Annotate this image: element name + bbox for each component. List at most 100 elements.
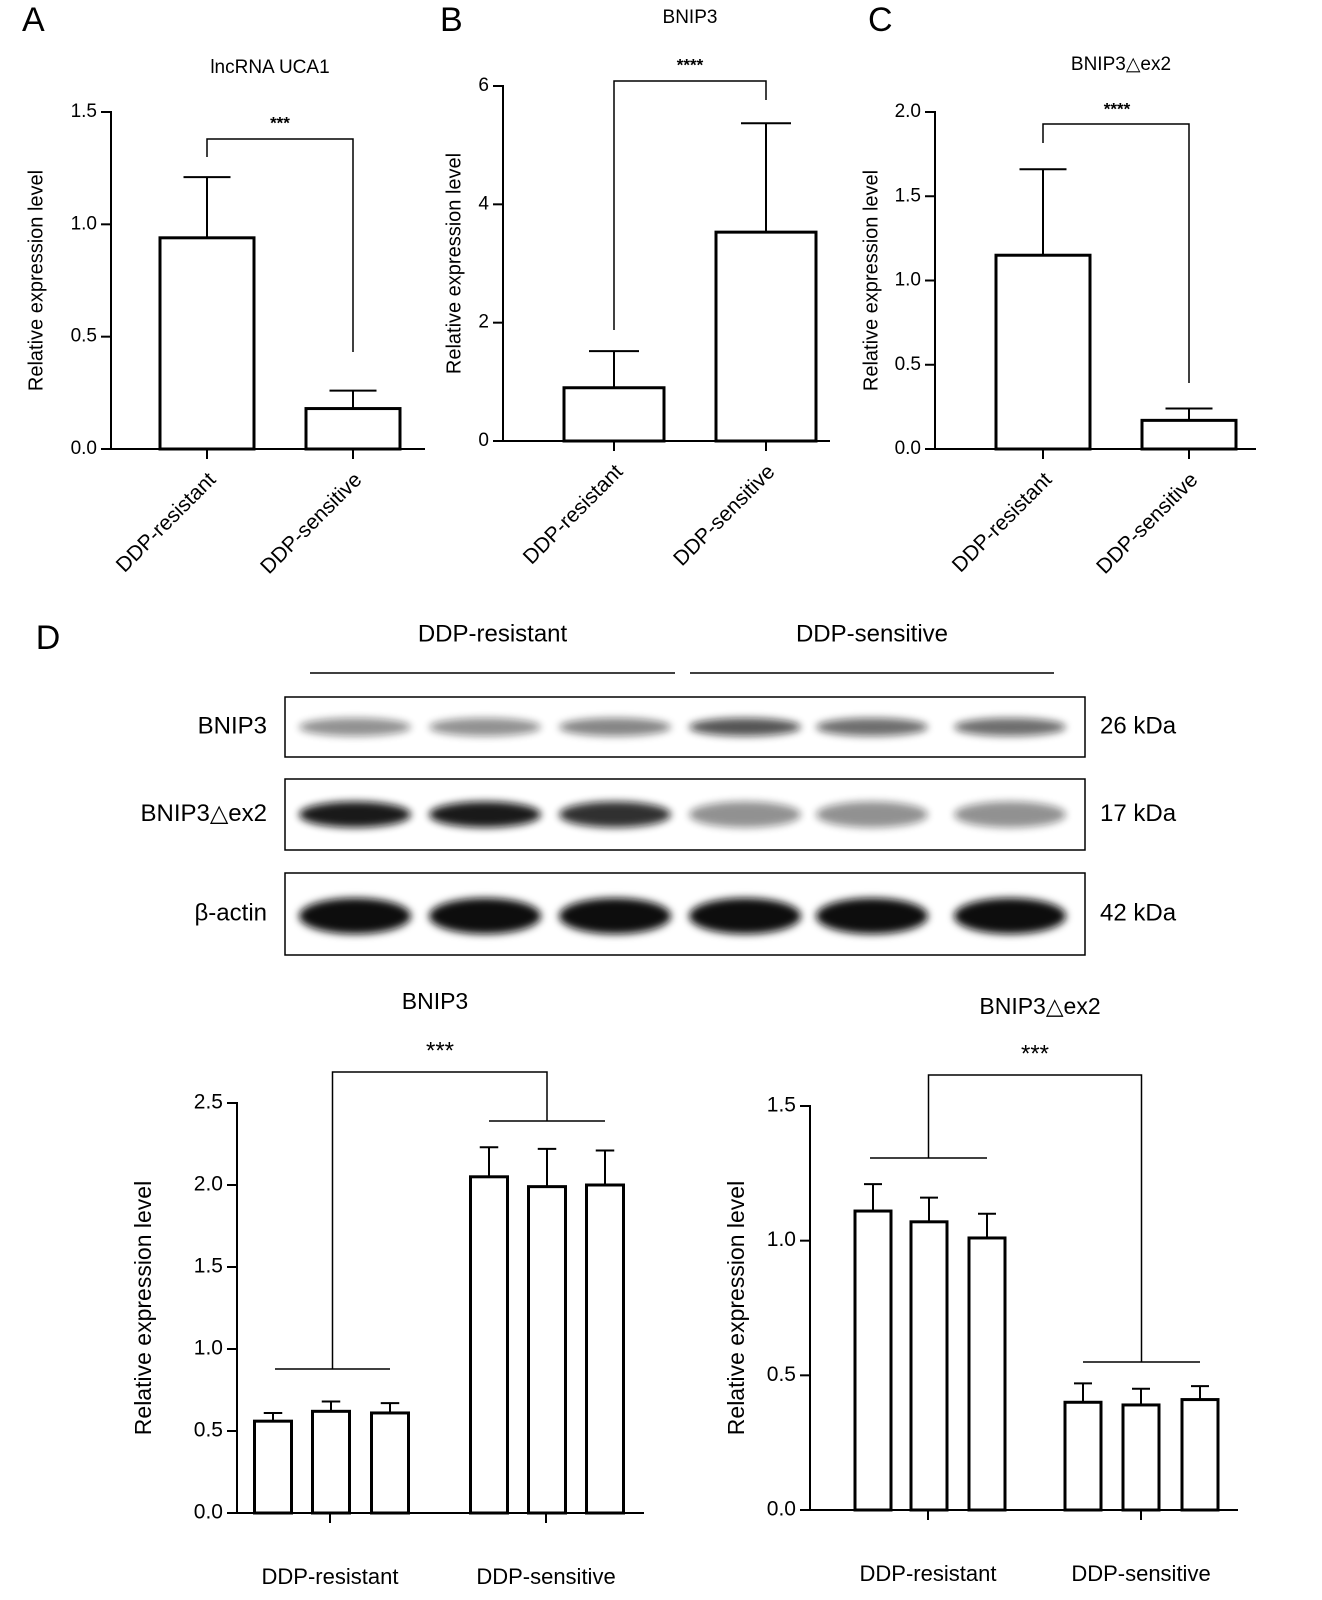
y-tick-label: 0.5 — [71, 326, 97, 347]
blot-band — [559, 898, 671, 934]
x-tick-label: DDP-sensitive — [256, 468, 366, 578]
bar — [994, 253, 1092, 451]
blot-group-label: DDP-resistant — [418, 620, 568, 647]
significance-bracket — [1042, 123, 1190, 383]
significance-label: *** — [426, 1037, 454, 1064]
x-tick-label: DDP-resistant — [112, 468, 221, 577]
blot-band — [299, 801, 411, 828]
panel-letter: C — [868, 1, 893, 39]
blot-band — [689, 801, 801, 828]
blot-band — [689, 718, 801, 736]
y-tick-label: 2 — [478, 312, 489, 333]
y-tick-label: 0.0 — [895, 438, 921, 459]
group-label: DDP-resistant — [262, 1564, 399, 1589]
blot-size-label: 17 kDa — [1100, 800, 1177, 827]
significance-label: **** — [1104, 99, 1131, 118]
y-axis-label: Relative expression level — [443, 153, 465, 374]
y-tick-label: 0.5 — [767, 1363, 796, 1386]
significance-label: *** — [270, 113, 290, 132]
y-tick-label: 0.0 — [767, 1498, 796, 1521]
bar — [158, 236, 256, 451]
significance-bracket — [206, 138, 354, 352]
chart-title: BNIP3△ex2 — [979, 993, 1100, 1019]
blot-band — [954, 718, 1066, 736]
bar — [527, 1185, 567, 1515]
blot-row-label: BNIP3△ex2 — [140, 800, 267, 827]
blot-band — [429, 801, 541, 828]
panel-letter: D — [36, 619, 61, 657]
group-label: DDP-sensitive — [1071, 1561, 1210, 1586]
blot-band — [429, 898, 541, 934]
bar — [909, 1220, 949, 1512]
blot-band — [559, 801, 671, 828]
y-tick-label: 1.5 — [767, 1094, 796, 1117]
x-tick-label: DDP-sensitive — [669, 460, 779, 570]
panel-letter: B — [440, 1, 463, 39]
y-tick-label: 1.5 — [194, 1255, 223, 1278]
bar — [1121, 1403, 1161, 1512]
bar — [585, 1183, 625, 1515]
y-tick-label: 2.0 — [194, 1173, 223, 1196]
blot-row-label: BNIP3 — [198, 712, 267, 739]
y-tick-label: 2.0 — [895, 101, 921, 122]
y-tick-label: 0 — [478, 430, 489, 451]
bar — [967, 1236, 1007, 1512]
y-axis-label: Relative expression level — [25, 170, 47, 391]
significance-bracket — [927, 1074, 1143, 1362]
y-tick-label: 0.0 — [194, 1501, 223, 1524]
bar — [1180, 1398, 1220, 1512]
blot-band — [954, 898, 1066, 934]
bar — [304, 407, 402, 451]
blot-size-label: 26 kDa — [1100, 712, 1177, 739]
x-tick-label: DDP-sensitive — [1092, 468, 1202, 578]
y-axis-label: Relative expression level — [723, 1181, 749, 1435]
y-tick-label: 0.0 — [71, 438, 97, 459]
group-label: DDP-sensitive — [476, 1564, 615, 1589]
y-tick-label: 1.5 — [71, 101, 97, 122]
blot-size-label: 42 kDa — [1100, 899, 1177, 926]
significance-label: *** — [1021, 1040, 1049, 1067]
blot-strip — [284, 696, 1086, 758]
y-tick-label: 2.5 — [194, 1091, 223, 1114]
chart-title: lncRNA UCA1 — [210, 57, 329, 78]
y-tick-label: 0.5 — [194, 1419, 223, 1442]
blot-strip — [284, 872, 1086, 956]
blot-band — [816, 801, 928, 828]
blot-band — [689, 898, 801, 934]
bar — [853, 1209, 893, 1512]
x-tick-label: DDP-resistant — [948, 468, 1057, 577]
blot-band — [429, 718, 541, 736]
bar — [370, 1411, 410, 1515]
bar — [253, 1419, 293, 1515]
blot-group-label: DDP-sensitive — [796, 620, 948, 647]
y-axis-label: Relative expression level — [860, 170, 882, 391]
chart-title: BNIP3△ex2 — [1071, 54, 1171, 75]
y-tick-label: 1.0 — [767, 1228, 796, 1251]
group-label: DDP-resistant — [860, 1561, 997, 1586]
bar — [562, 386, 666, 443]
blot-band — [559, 718, 671, 736]
panel-letter: A — [22, 1, 45, 39]
y-tick-label: 1.0 — [71, 213, 97, 234]
bar — [469, 1175, 509, 1515]
significance-bracket — [613, 80, 767, 330]
chart-title: BNIP3 — [402, 988, 468, 1014]
y-tick-label: 1.5 — [895, 185, 921, 206]
blot-row-label: β-actin — [195, 899, 268, 926]
blot-band — [816, 718, 928, 736]
blot-band — [954, 801, 1066, 828]
significance-label: **** — [677, 55, 704, 74]
blot-band — [299, 718, 411, 736]
bar — [1063, 1400, 1103, 1512]
y-tick-label: 4 — [478, 193, 489, 214]
chart-title: BNIP3 — [663, 7, 718, 28]
blot-strip — [284, 778, 1086, 851]
y-tick-label: 0.5 — [895, 354, 921, 375]
x-tick-label: DDP-resistant — [519, 460, 628, 569]
y-tick-label: 1.0 — [194, 1337, 223, 1360]
y-tick-label: 6 — [478, 75, 489, 96]
blot-band — [816, 898, 928, 934]
bar — [1140, 418, 1238, 451]
significance-bracket — [331, 1071, 548, 1369]
